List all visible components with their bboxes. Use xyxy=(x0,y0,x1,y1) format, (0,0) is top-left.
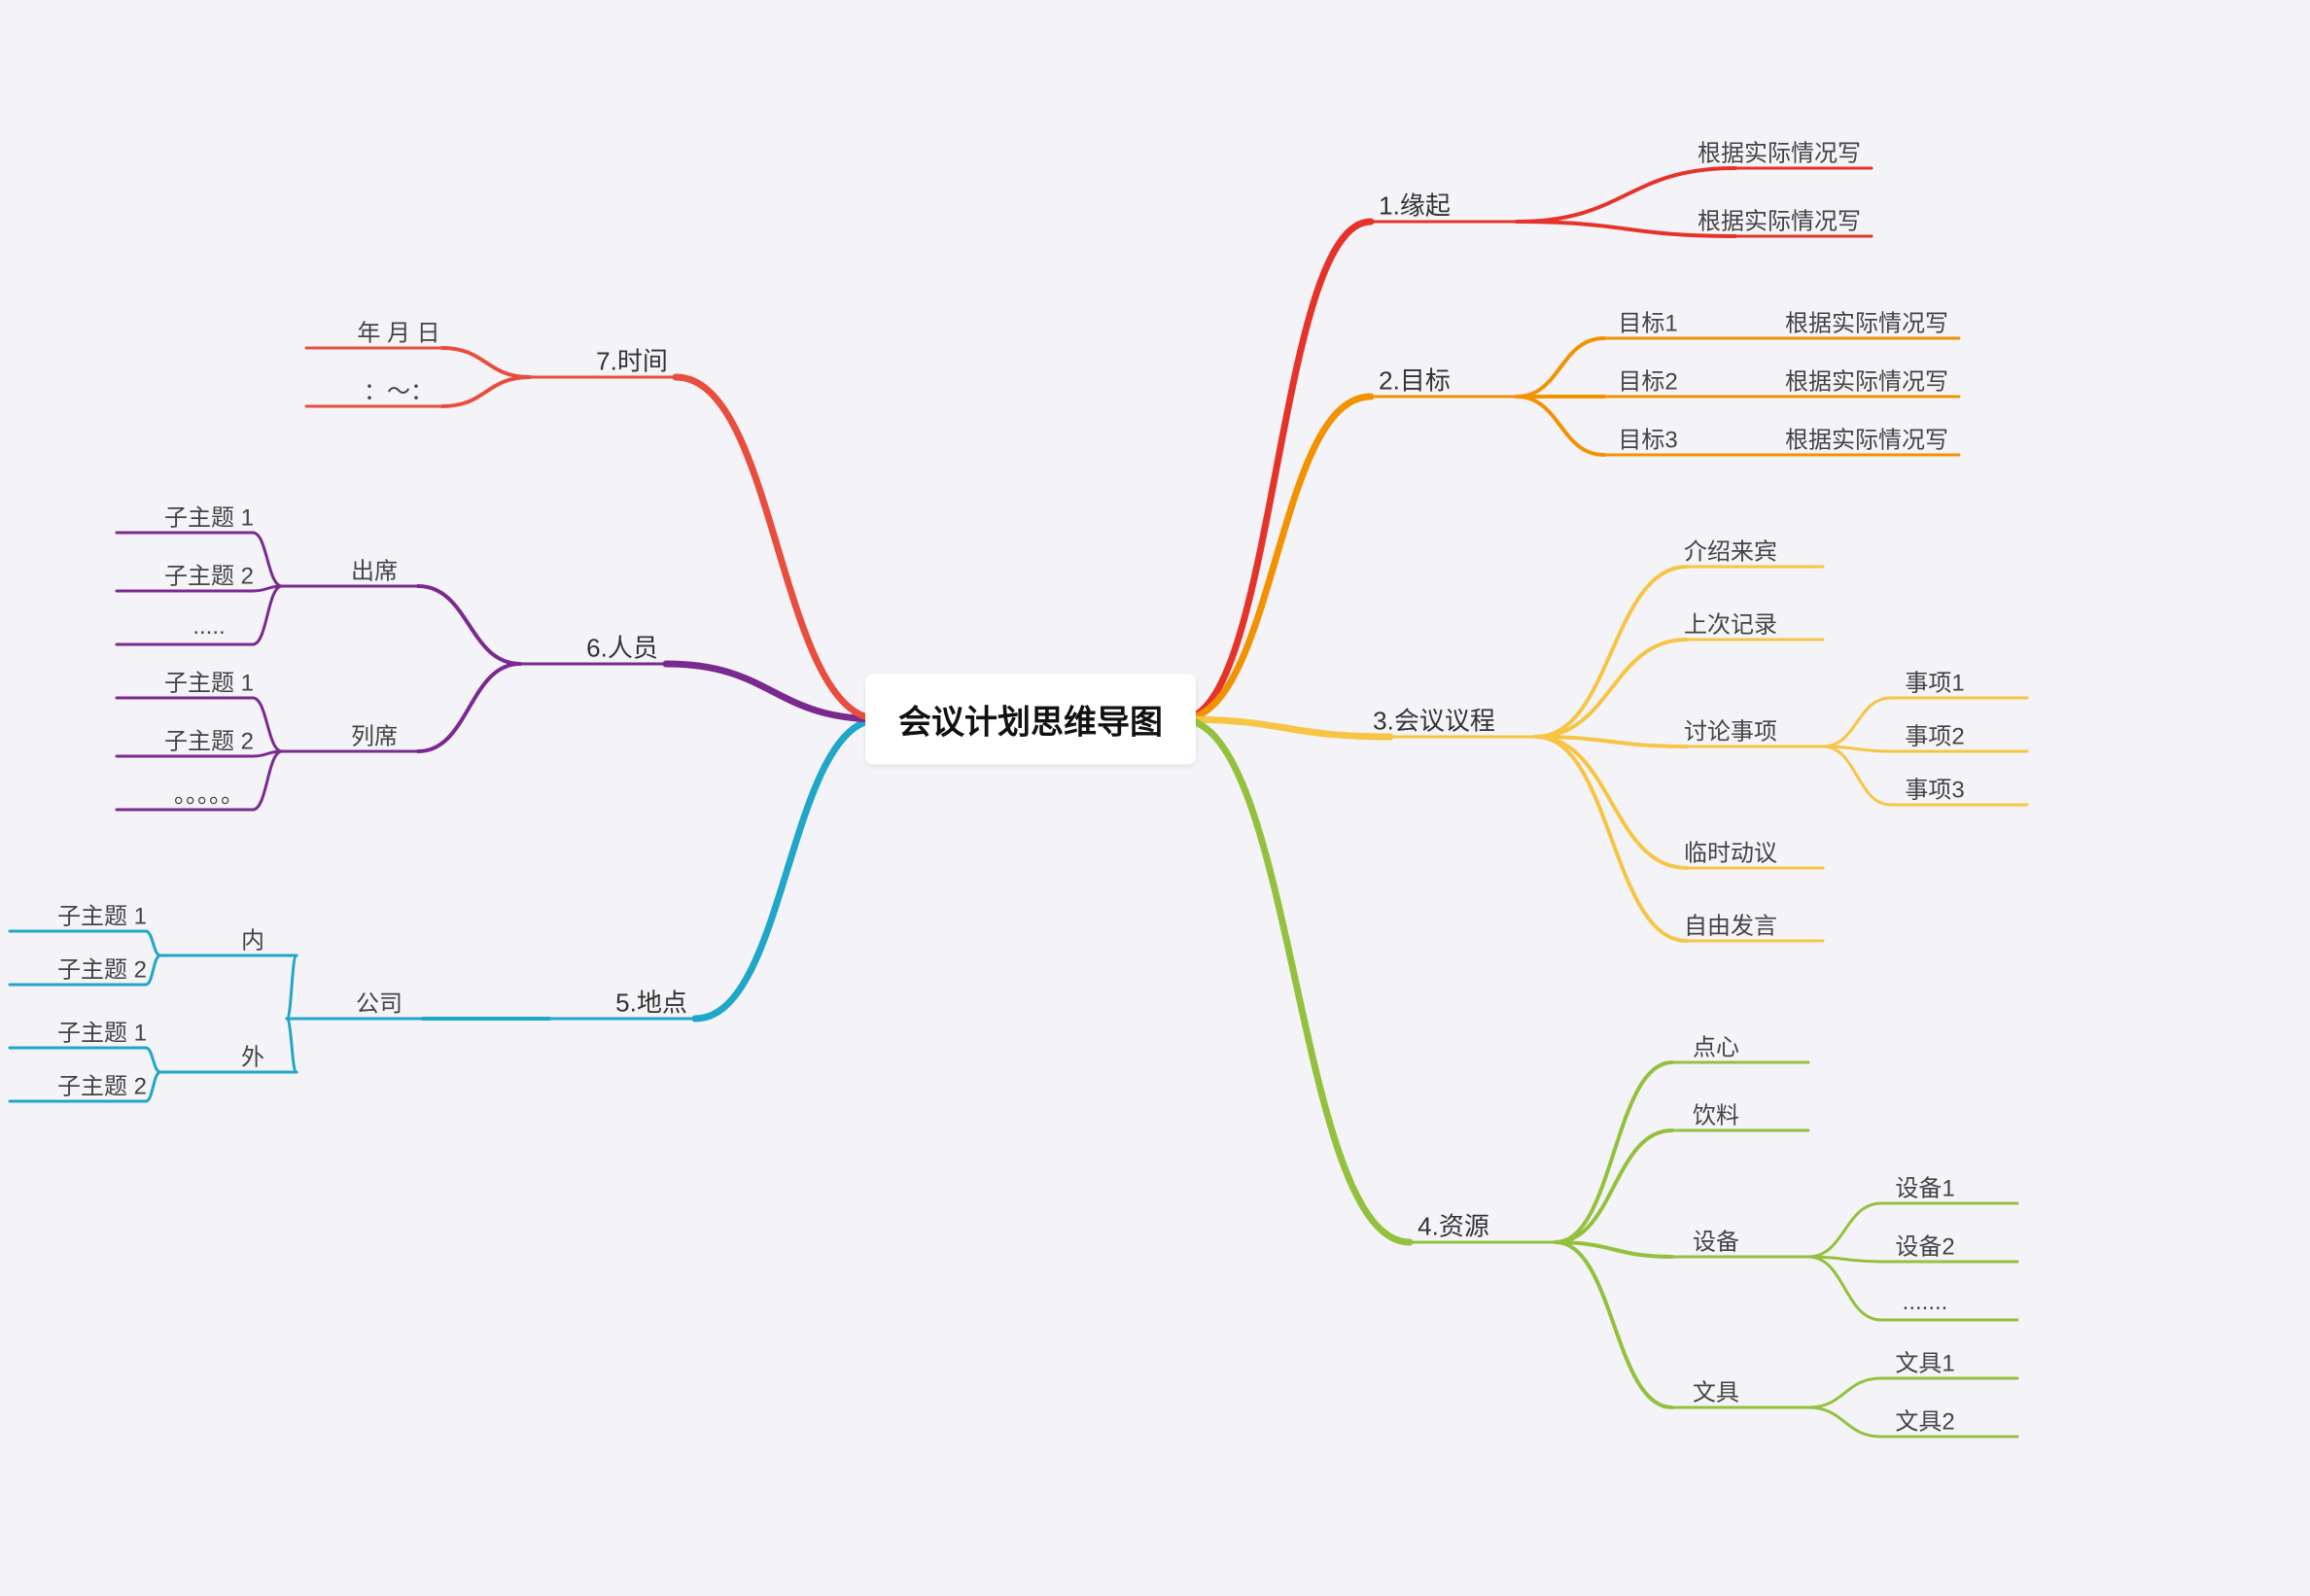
mindmap-node: 事项2 xyxy=(1905,717,1964,751)
mindmap-node: 出席 xyxy=(351,552,398,586)
mindmap-node: 讨论事项 xyxy=(1684,712,1777,746)
mindmap-node: 文具1 xyxy=(1895,1344,1954,1378)
mindmap-node: 子主题 2 xyxy=(164,722,254,756)
mindmap-node: 外 xyxy=(241,1038,264,1072)
mindmap-node: 1.缘起 xyxy=(1379,187,1451,223)
mindmap-node: 根据实际情况写 xyxy=(1785,421,1948,455)
mindmap-node: 事项3 xyxy=(1905,771,1964,805)
mindmap-node: 设备1 xyxy=(1895,1169,1954,1203)
mindmap-node: 目标3 xyxy=(1618,421,1677,455)
mindmap-node: 内 xyxy=(241,921,264,955)
mindmap-node: 7.时间 xyxy=(596,342,668,378)
mindmap-node: 列席 xyxy=(351,717,398,751)
mindmap-node: 。。。。。 xyxy=(174,776,244,810)
mindmap-root: 会议计划思维导图 xyxy=(865,675,1196,765)
mindmap-node: 介绍来宾 xyxy=(1684,533,1777,567)
mindmap-node: 公司 xyxy=(356,985,402,1019)
mindmap-node: ..... xyxy=(192,613,225,641)
mindmap-node: 3.会议议程 xyxy=(1373,702,1495,738)
mindmap-node: ：～： xyxy=(364,372,434,406)
mindmap-node: 2.目标 xyxy=(1379,362,1451,398)
mindmap-node: 目标2 xyxy=(1618,363,1677,397)
mindmap-node: 根据实际情况写 xyxy=(1698,202,1861,236)
mindmap-node: 目标1 xyxy=(1618,304,1677,338)
mindmap-node: 事项1 xyxy=(1905,664,1964,698)
mindmap-node: 子主题 2 xyxy=(164,557,254,591)
mindmap-node: 子主题 2 xyxy=(57,1067,147,1101)
mindmap-node: 子主题 1 xyxy=(164,664,254,698)
mindmap-node: 上次记录 xyxy=(1684,606,1777,640)
mindmap-node: 4.资源 xyxy=(1418,1207,1489,1243)
mindmap-node: 设备 xyxy=(1693,1223,1739,1257)
mindmap-node: 6.人员 xyxy=(586,629,658,665)
mindmap-node: 文具 xyxy=(1693,1373,1739,1407)
mindmap-node: 子主题 2 xyxy=(57,951,147,985)
mindmap-node: 根据实际情况写 xyxy=(1785,363,1948,397)
mindmap-node: 自由发言 xyxy=(1684,907,1777,941)
mindmap-node: 点心 xyxy=(1693,1028,1739,1062)
mindmap-node: 根据实际情况写 xyxy=(1698,134,1861,168)
mindmap-node: 设备2 xyxy=(1895,1228,1954,1262)
mindmap-node: 年 月 日 xyxy=(357,314,439,348)
mindmap-node: 临时动议 xyxy=(1684,834,1777,868)
mindmap-stage: 会议计划思维导图1.缘起根据实际情况写根据实际情况写2.目标目标1根据实际情况写… xyxy=(0,0,2310,1596)
mindmap-node: 5.地点 xyxy=(615,984,687,1020)
mindmap-node: 饮料 xyxy=(1693,1096,1739,1130)
mindmap-node: 子主题 1 xyxy=(57,1014,147,1048)
mindmap-node: 子主题 1 xyxy=(57,897,147,931)
mindmap-node: ....... xyxy=(1903,1289,1948,1316)
mindmap-node: 根据实际情况写 xyxy=(1785,304,1948,338)
mindmap-node: 文具2 xyxy=(1895,1403,1954,1437)
mindmap-node: 子主题 1 xyxy=(164,499,254,533)
